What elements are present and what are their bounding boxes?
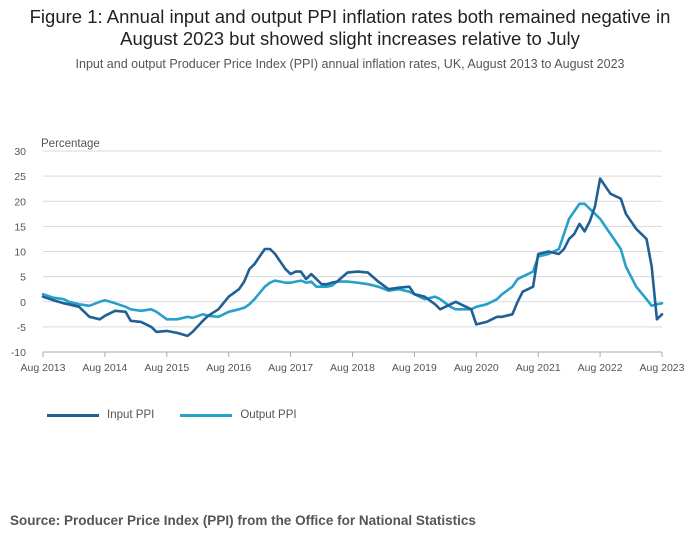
x-tick-label: Aug 2020 bbox=[454, 362, 499, 374]
legend-swatch-output-ppi bbox=[180, 413, 233, 417]
legend-item-output-ppi[interactable]: Output PPI bbox=[180, 409, 297, 421]
x-tick-label: Aug 2021 bbox=[516, 362, 561, 374]
chart-title: Figure 1: Annual input and output PPI in… bbox=[29, 6, 671, 49]
legend-label-input-ppi: Input PPI bbox=[107, 409, 155, 421]
x-tick-label: Aug 2013 bbox=[21, 362, 66, 374]
y-tick-label: 10 bbox=[14, 247, 26, 259]
y-tick-label: -5 bbox=[17, 322, 26, 334]
series-line-output-ppi bbox=[41, 202, 664, 321]
y-tick-label: 0 bbox=[20, 297, 26, 309]
legend-item-input-ppi[interactable]: Input PPI bbox=[47, 409, 154, 421]
y-tick-label: 15 bbox=[14, 221, 26, 233]
source-note: Source: Producer Price Index (PPI) from … bbox=[10, 513, 476, 528]
y-tick-label: 30 bbox=[14, 146, 26, 158]
series-group bbox=[41, 177, 664, 338]
y-tick-label: 25 bbox=[14, 171, 26, 183]
legend: Input PPI Output PPI bbox=[47, 409, 323, 421]
y-tick-label: -10 bbox=[11, 347, 26, 359]
y-tick-label: 20 bbox=[14, 196, 26, 208]
legend-label-output-ppi: Output PPI bbox=[240, 409, 297, 421]
legend-swatch-input-ppi bbox=[47, 413, 99, 417]
x-tick-label: Aug 2017 bbox=[268, 362, 313, 374]
x-tick-label: Aug 2016 bbox=[206, 362, 251, 374]
x-tick-label: Aug 2022 bbox=[578, 362, 623, 374]
series-line-input-ppi bbox=[41, 177, 664, 338]
y-axis-label: Percentage bbox=[41, 138, 100, 150]
x-tick-label: Aug 2023 bbox=[640, 362, 685, 374]
y-tick-label: 5 bbox=[20, 272, 26, 284]
x-tick-label: Aug 2019 bbox=[392, 362, 437, 374]
x-tick-label: Aug 2018 bbox=[330, 362, 375, 374]
chart-subtitle: Input and output Producer Price Index (P… bbox=[75, 57, 625, 71]
x-tick-label: Aug 2014 bbox=[82, 362, 127, 374]
y-axis-ticks: 30 25 20 15 10 5 0 -5 -10 bbox=[11, 146, 26, 359]
x-tick-label: Aug 2015 bbox=[144, 362, 189, 374]
x-axis: Aug 2013 Aug 2014 Aug 2015 Aug 2016 Aug 2017… bbox=[21, 351, 685, 374]
